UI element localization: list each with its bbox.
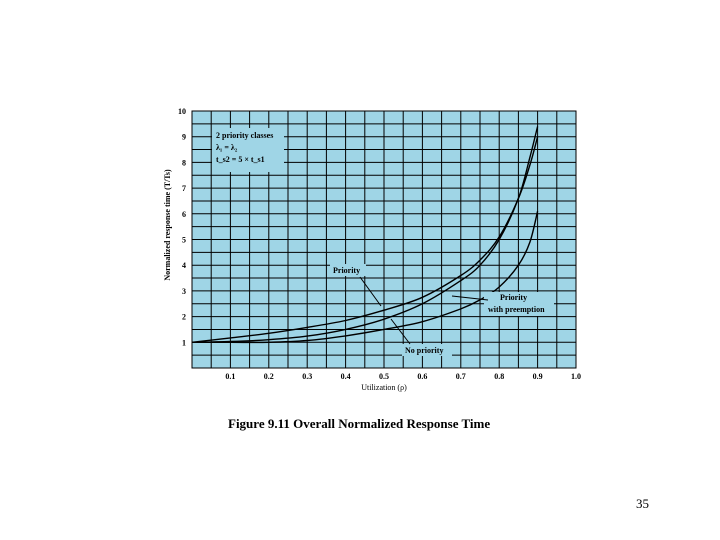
preemption-label-bg bbox=[484, 292, 554, 316]
preemption-label-1: Priority bbox=[500, 293, 527, 302]
x-axis-label: Utilization (ρ) bbox=[361, 383, 407, 392]
series-line-no-priority bbox=[191, 126, 539, 343]
no-priority-pointer bbox=[390, 318, 411, 345]
y-tick-label: 4 bbox=[182, 261, 186, 270]
tick-labels: 0.1 0.2 0.3 0.4 0.5 0.6 0.7 0.8 0.9 1.0 1 2 3 4 5 6 7 8 9 1… bbox=[178, 107, 581, 381]
preemption-label-2: with preemption bbox=[488, 305, 545, 314]
y-tick-label: 5 bbox=[182, 236, 186, 245]
x-tick-label: 0.5 bbox=[379, 372, 389, 381]
figure-caption: Figure 9.11 Overall Normalized Response … bbox=[228, 416, 491, 431]
x-tick-label: 0.8 bbox=[494, 372, 504, 381]
priority-label: Priority bbox=[333, 266, 360, 275]
x-tick-label: 0.7 bbox=[456, 372, 466, 381]
no-priority-label-bg bbox=[402, 344, 452, 356]
annotation-line-1: 2 priority classes bbox=[216, 131, 273, 140]
y-tick-label: 8 bbox=[182, 158, 186, 167]
y-tick-label: 10 bbox=[178, 107, 186, 116]
y-tick-label: 9 bbox=[182, 133, 186, 142]
y-tick-label: 6 bbox=[182, 210, 186, 219]
annotation-box bbox=[212, 128, 284, 172]
x-tick-label: 1.0 bbox=[571, 372, 581, 381]
priority-label-bg bbox=[330, 264, 366, 276]
y-axis-label: Normalized response time (T/Ts) bbox=[163, 169, 172, 281]
y-tick-label: 7 bbox=[182, 184, 186, 193]
slide-number: 35 bbox=[636, 496, 649, 511]
x-tick-label: 0.4 bbox=[341, 372, 351, 381]
y-tick-label: 3 bbox=[182, 287, 186, 296]
y-tick-label: 1 bbox=[182, 338, 186, 347]
series-layer bbox=[191, 126, 539, 344]
x-tick-label: 0.3 bbox=[302, 372, 312, 381]
x-tick-label: 0.9 bbox=[533, 372, 543, 381]
series-line-priority-with-preemption bbox=[192, 211, 539, 344]
x-tick-label: 0.6 bbox=[417, 372, 427, 381]
no-priority-label: No priority bbox=[405, 346, 443, 355]
priority-pointer bbox=[359, 276, 382, 307]
x-tick-label: 0.1 bbox=[225, 372, 235, 381]
annotation-line-2: λ₁ = λ₂ bbox=[216, 143, 238, 152]
x-tick-label: 0.2 bbox=[264, 372, 274, 381]
y-tick-label: 2 bbox=[182, 313, 186, 322]
preemption-pointer bbox=[451, 295, 489, 301]
annotation-line-3: t_s2 = 5 × t_s1 bbox=[216, 155, 265, 164]
